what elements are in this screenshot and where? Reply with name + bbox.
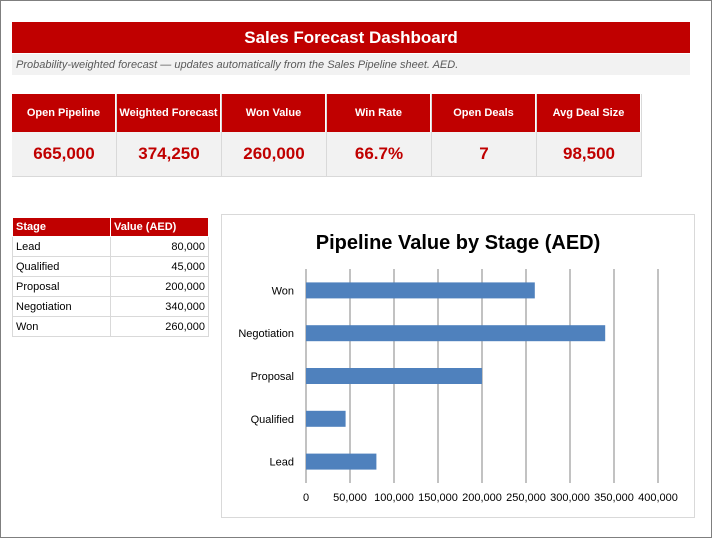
category-label: Lead: [270, 457, 294, 469]
stage-value-table: Stage Value (AED) Lead 80,000 Qualified …: [12, 217, 209, 337]
stage-cell[interactable]: Lead: [12, 236, 111, 257]
x-tick-label: 100,000: [374, 492, 414, 504]
dashboard-subtitle: Probability-weighted forecast — updates …: [12, 54, 690, 75]
kpi-open-deals: Open Deals 7: [432, 94, 537, 177]
bar-lead: [306, 453, 377, 470]
stage-cell[interactable]: Proposal: [12, 276, 111, 297]
table-row: Lead 80,000: [12, 236, 209, 257]
kpi-won-value: Won Value 260,000: [222, 94, 327, 177]
bar-proposal: [306, 368, 482, 384]
column-header-stage[interactable]: Stage: [12, 217, 111, 237]
x-tick-label: 150,000: [418, 492, 458, 504]
table-row: Won 260,000: [12, 316, 209, 337]
value-cell[interactable]: 45,000: [110, 256, 209, 277]
x-tick-label: 250,000: [506, 492, 546, 504]
pipeline-chart[interactable]: Pipeline Value by Stage (AED) 0 50,000 100…: [221, 214, 695, 518]
kpi-value[interactable]: 260,000: [222, 132, 326, 177]
kpi-weighted-forecast: Weighted Forecast 374,250: [117, 94, 222, 177]
kpi-label: Weighted Forecast: [117, 94, 221, 132]
kpi-value[interactable]: 98,500: [537, 132, 641, 177]
table-row: Negotiation 340,000: [12, 296, 209, 317]
category-label: Qualified: [251, 414, 294, 426]
category-label: Proposal: [251, 371, 294, 383]
kpi-label: Open Deals: [432, 94, 536, 132]
kpi-label: Avg Deal Size: [537, 94, 641, 132]
x-tick-label: 400,000: [638, 492, 678, 504]
table-row: Proposal 200,000: [12, 276, 209, 297]
x-tick-label: 200,000: [462, 492, 502, 504]
kpi-win-rate: Win Rate 66.7%: [327, 94, 432, 177]
kpi-value[interactable]: 665,000: [12, 132, 116, 177]
bar-chart-svg: Pipeline Value by Stage (AED) 0 50,000 100…: [238, 232, 678, 504]
kpi-label: Open Pipeline: [12, 94, 116, 132]
kpi-value[interactable]: 374,250: [117, 132, 221, 177]
value-cell[interactable]: 80,000: [110, 236, 209, 257]
stage-cell[interactable]: Qualified: [12, 256, 111, 277]
column-header-value[interactable]: Value (AED): [110, 217, 209, 237]
x-tick-label: 50,000: [333, 492, 367, 504]
stage-cell[interactable]: Negotiation: [12, 296, 111, 317]
category-label: Negotiation: [238, 328, 294, 340]
category-label: Won: [272, 285, 294, 297]
value-cell[interactable]: 340,000: [110, 296, 209, 317]
x-tick-label: 0: [303, 492, 309, 504]
kpi-open-pipeline: Open Pipeline 665,000: [12, 94, 117, 177]
bar-negotiation: [306, 325, 606, 342]
value-cell[interactable]: 260,000: [110, 316, 209, 337]
bar-qualified: [306, 410, 346, 427]
table-row: Qualified 45,000: [12, 256, 209, 277]
kpi-value[interactable]: 7: [432, 132, 536, 177]
kpi-label: Won Value: [222, 94, 326, 132]
x-tick-label: 300,000: [550, 492, 590, 504]
chart-title: Pipeline Value by Stage (AED): [316, 232, 601, 254]
kpi-label: Win Rate: [327, 94, 431, 132]
stage-cell[interactable]: Won: [12, 316, 111, 337]
bar-won: [306, 282, 535, 299]
x-tick-label: 350,000: [594, 492, 634, 504]
table-header-row: Stage Value (AED): [12, 217, 209, 237]
value-cell[interactable]: 200,000: [110, 276, 209, 297]
kpi-strip: Open Pipeline 665,000 Weighted Forecast …: [12, 94, 642, 177]
kpi-avg-deal-size: Avg Deal Size 98,500: [537, 94, 642, 177]
kpi-value[interactable]: 66.7%: [327, 132, 431, 177]
dashboard-title: Sales Forecast Dashboard: [12, 22, 690, 53]
